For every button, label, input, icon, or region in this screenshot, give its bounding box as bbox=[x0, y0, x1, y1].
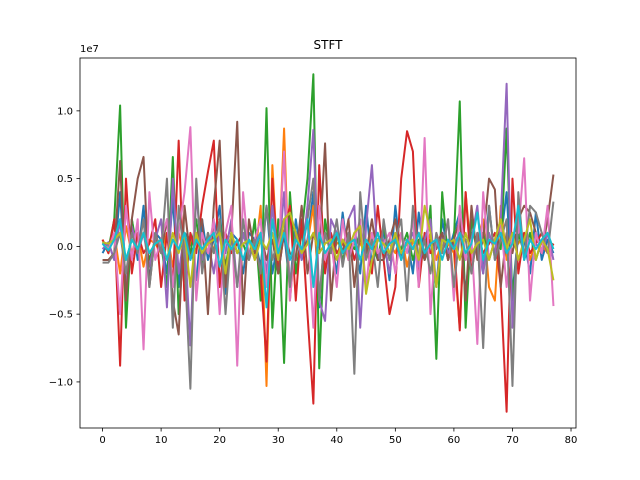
x-tick-label: 80 bbox=[565, 435, 578, 446]
series-line-8 bbox=[102, 177, 555, 390]
y-tick-label: 0.0 bbox=[57, 242, 73, 253]
y-tick-label: 1.0 bbox=[57, 106, 73, 117]
series-group bbox=[101, 73, 555, 413]
axes-group: 0 10 20 30 40 50 60 70 80 −1.0 −0.5 0.0 0.5 1.0 bbox=[49, 57, 578, 446]
plot-frame bbox=[79, 57, 577, 429]
x-tick-label: 20 bbox=[213, 435, 226, 446]
y-tick-label: −1.0 bbox=[49, 377, 73, 388]
x-tick-label: 50 bbox=[389, 435, 402, 446]
series-line-10 bbox=[101, 204, 555, 309]
y-tick-label: 0.5 bbox=[57, 174, 73, 185]
x-tick-label: 70 bbox=[506, 435, 519, 446]
x-tick-label: 30 bbox=[272, 435, 285, 446]
x-tick-label: 0 bbox=[99, 435, 105, 446]
chart-title: STFT bbox=[314, 38, 344, 52]
x-tick-label: 10 bbox=[155, 435, 168, 446]
y-tick-label: −0.5 bbox=[49, 310, 73, 321]
x-tick-label: 60 bbox=[448, 435, 461, 446]
x-tick-label: 40 bbox=[330, 435, 343, 446]
series-line-9 bbox=[102, 204, 555, 295]
y-axis-offset-text: 1e7 bbox=[80, 44, 99, 55]
